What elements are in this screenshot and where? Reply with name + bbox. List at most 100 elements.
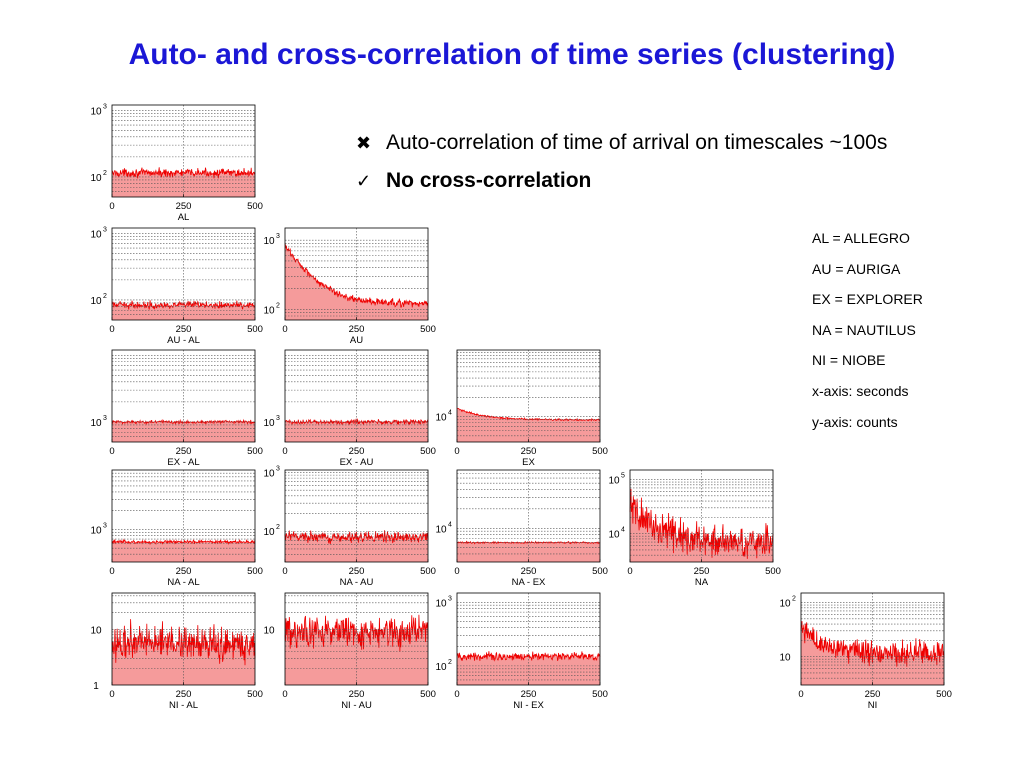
y-tick-exponent: 3 <box>276 233 280 240</box>
y-tick-exponent: 2 <box>103 170 107 177</box>
x-tick-label: 0 <box>109 324 114 335</box>
panel-label: NI - AU <box>341 700 372 711</box>
y-tick-label: 10 <box>263 527 275 538</box>
x-tick-label: 250 <box>694 566 710 577</box>
x-tick-label: 250 <box>349 689 365 700</box>
legend-entry: y-axis: counts <box>812 413 898 430</box>
panel-label: NA <box>695 577 709 588</box>
x-tick-label: 500 <box>592 689 608 700</box>
x-tick-label: 250 <box>865 689 881 700</box>
x-tick-label: 0 <box>282 324 287 335</box>
legend-entry: x-axis: seconds <box>812 382 909 399</box>
bullet-item: ✓ No cross-correlation <box>356 162 887 200</box>
legend-entry: AU = AURIGA <box>812 260 901 277</box>
y-tick-exponent: 5 <box>621 473 625 480</box>
y-tick-exponent: 3 <box>448 595 452 602</box>
x-tick-label: 500 <box>420 566 436 577</box>
legend-entry: NA = NAUTILUS <box>812 321 916 338</box>
y-tick-label: 10 <box>779 653 791 664</box>
x-tick-label: 0 <box>454 566 459 577</box>
panel-label: AU <box>350 335 363 346</box>
y-tick-exponent: 3 <box>103 522 107 529</box>
panel-label: NI - AL <box>169 700 198 711</box>
y-tick-label: 10 <box>263 236 275 247</box>
y-tick-label: 10 <box>90 173 102 184</box>
correlation-panel: 0 250 500 EX - AL 10 3 <box>90 349 263 468</box>
x-tick-label: 250 <box>176 566 192 577</box>
x-tick-label: 250 <box>176 201 192 212</box>
y-tick-exponent: 2 <box>103 293 107 300</box>
correlation-panel: 0 250 500 NI - AL 10 1 <box>90 592 263 711</box>
y-tick-label: 10 <box>90 296 102 307</box>
x-tick-label: 500 <box>592 446 608 457</box>
y-tick-label: 10 <box>608 476 620 487</box>
y-tick-label: 10 <box>263 418 275 429</box>
panel-label: EX <box>522 457 535 468</box>
x-tick-label: 500 <box>247 201 263 212</box>
x-tick-label: 0 <box>109 446 114 457</box>
series-area <box>630 488 773 562</box>
x-tick-label: 500 <box>420 324 436 335</box>
x-tick-label: 250 <box>521 566 537 577</box>
correlation-panel: 0 250 500 NI - AU 10 <box>263 592 436 711</box>
x-tick-label: 250 <box>349 324 365 335</box>
panel-label: EX - AL <box>167 457 199 468</box>
series-area <box>112 419 255 442</box>
correlation-panel: 0 250 500 NA - AL 10 3 <box>90 469 263 588</box>
y-tick-exponent: 3 <box>103 103 107 110</box>
panel-label: NA - AU <box>340 577 374 588</box>
panel-label: AL <box>178 212 190 223</box>
x-tick-label: 0 <box>109 689 114 700</box>
y-tick-label: 10 <box>435 413 447 424</box>
y-tick-label: 10 <box>263 625 275 636</box>
y-tick-label: 10 <box>90 525 102 536</box>
legend-entry: EX = EXPLORER <box>812 291 923 308</box>
correlation-panel: 0 250 500 NA - EX 10 4 <box>435 469 608 588</box>
x-tick-label: 250 <box>176 446 192 457</box>
y-tick-label: 10 <box>263 305 275 316</box>
series-area <box>112 539 255 562</box>
y-tick-label: 10 <box>90 418 102 429</box>
x-tick-label: 0 <box>282 446 287 457</box>
y-tick-label: 10 <box>263 468 275 479</box>
panel-label: AU - AL <box>167 335 200 346</box>
series-line <box>111 300 256 310</box>
bullet-list: ✖ Auto-correlation of time of arrival on… <box>356 124 887 200</box>
x-tick-label: 500 <box>420 446 436 457</box>
y-tick-exponent: 4 <box>448 521 452 528</box>
series-line <box>284 614 429 652</box>
y-tick-label: 10 <box>90 229 102 240</box>
x-tick-label: 500 <box>936 689 952 700</box>
x-tick-label: 0 <box>454 446 459 457</box>
x-tick-label: 250 <box>176 324 192 335</box>
x-tick-label: 0 <box>454 689 459 700</box>
y-tick-label: 1 <box>93 681 99 692</box>
series-area <box>285 419 428 442</box>
x-tick-label: 500 <box>247 689 263 700</box>
cross-mark-icon: ✖ <box>356 132 372 153</box>
detector-legend: AL = ALLEGRO AU = AURIGA EX = EXPLORER N… <box>812 228 923 442</box>
panel-label: NA - EX <box>512 577 546 588</box>
panel-label: NA - AL <box>167 577 199 588</box>
x-tick-label: 0 <box>109 201 114 212</box>
panel-label: EX - AU <box>340 457 374 468</box>
bullet-text: Auto-correlation of time of arrival on t… <box>386 131 888 154</box>
x-tick-label: 500 <box>765 566 781 577</box>
series-area <box>801 621 944 685</box>
slide-title: Auto- and cross-correlation of time seri… <box>128 38 896 71</box>
y-tick-label: 10 <box>435 598 447 609</box>
x-tick-label: 0 <box>798 689 803 700</box>
y-tick-label: 10 <box>779 599 791 610</box>
y-tick-exponent: 3 <box>276 415 280 422</box>
x-tick-label: 500 <box>247 566 263 577</box>
x-tick-label: 0 <box>282 566 287 577</box>
x-tick-label: 250 <box>176 689 192 700</box>
correlation-panel: 0 250 500 EX - AU 10 3 <box>263 349 436 468</box>
